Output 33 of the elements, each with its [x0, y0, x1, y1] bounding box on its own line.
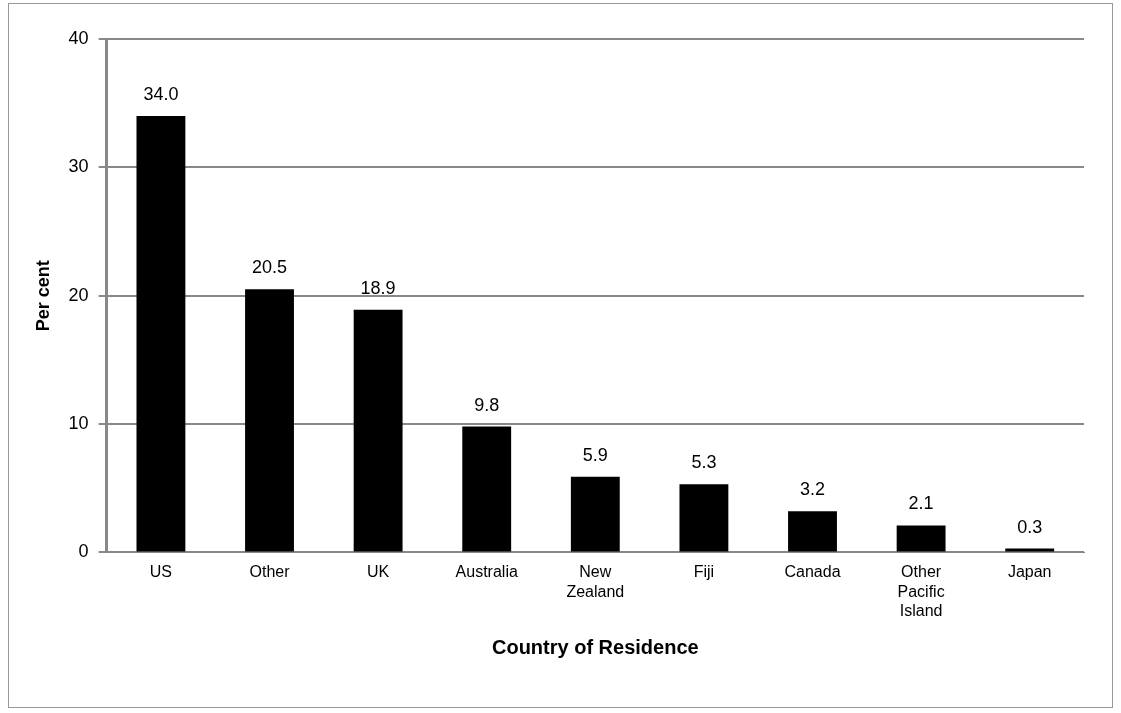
data-label: 3.2: [799, 479, 826, 500]
x-tick-label: Canada: [784, 563, 841, 581]
y-tick-label: 20: [68, 284, 89, 305]
x-tick-label: UK: [367, 563, 390, 581]
data-label: 5.3: [691, 452, 717, 473]
x-tick-label: Fiji: [693, 563, 715, 581]
bar: [462, 426, 512, 552]
data-label: 5.9: [582, 444, 608, 465]
x-tick-label: US: [149, 563, 173, 581]
y-tick-label: 0: [78, 541, 89, 562]
y-axis-title: Per cent: [32, 260, 53, 332]
x-tick-label: Japan: [1007, 563, 1052, 581]
y-tick-label: 10: [68, 413, 89, 434]
bar: [679, 484, 729, 552]
x-tick-label: New Zealand: [566, 563, 625, 600]
data-label: 9.8: [474, 394, 500, 415]
data-label: 18.9: [360, 277, 396, 298]
data-label: 20.5: [251, 257, 288, 278]
data-label: 0.3: [1017, 516, 1043, 537]
y-tick-label: 40: [68, 27, 89, 48]
bar: [788, 511, 837, 552]
x-tick-label: Other: [249, 563, 291, 581]
data-label: 34.0: [143, 83, 179, 104]
x-tick-label: Other Pacific Island: [897, 563, 945, 619]
bar: [570, 476, 620, 552]
x-tick-label: Australia: [455, 563, 518, 581]
bar: [136, 116, 186, 552]
data-label: 2.1: [908, 493, 934, 514]
x-axis-title: Country of Residence: [491, 635, 699, 658]
bar: [245, 289, 294, 552]
bar: [353, 309, 403, 552]
y-tick-label: 30: [68, 156, 89, 177]
bar: [896, 525, 946, 552]
